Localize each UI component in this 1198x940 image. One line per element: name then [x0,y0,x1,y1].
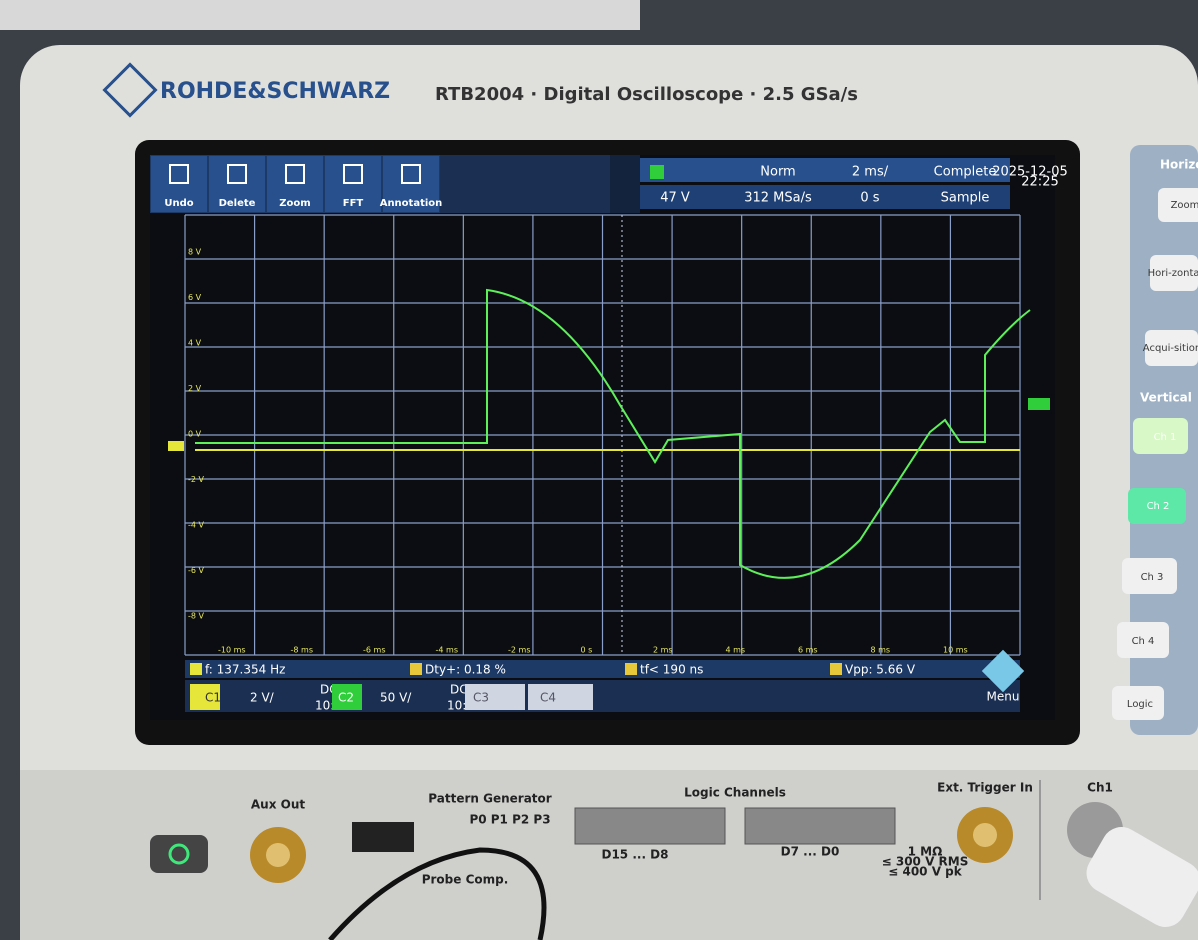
trigger-level: 47 V [660,191,690,206]
trigger-marker [1028,398,1050,410]
ch1-label[interactable]: Ch 1 [1154,432,1177,443]
c1: C1 [205,691,221,705]
pattern-generator: Pattern Generator [428,792,551,806]
position: 0 s [860,191,879,206]
time: 22:25 [1021,175,1058,190]
scene: ROHDE&SCHWARZ RTB2004 · Digital Oscillos… [0,0,1198,940]
ch3-label[interactable]: Ch 3 [1141,572,1164,583]
measurement: Vpp: 5.66 V [845,663,916,677]
measurement: Dty+: 0.18 % [425,663,506,677]
c2-scale: 50 V/ [380,691,412,705]
aux-connector-core [266,843,290,867]
measurement: f: 137.354 Hz [205,663,285,677]
x-label: 6 ms [798,646,818,655]
c2: C2 [338,691,354,705]
channel-bar [185,680,1020,712]
toolbar-spacer [440,155,610,213]
y-label: 2 V [188,384,202,393]
brand: ROHDE&SCHWARZ [160,79,390,104]
c4: C4 [540,691,556,705]
logic-label[interactable]: Logic [1127,699,1153,710]
y-label: 4 V [188,339,202,348]
ch4-label[interactable]: Ch 4 [1132,636,1155,647]
status-gear [610,155,640,213]
x-label: 4 ms [726,646,746,655]
pk-limit: ≤ 400 V pk [888,865,963,879]
ext-trigger: Ext. Trigger In [937,781,1033,795]
measure-marker [625,663,637,675]
horizontal-label[interactable]: Hori-zontal [1148,268,1198,279]
vertical-title: Vertical [1140,391,1192,405]
acq-state: Complete [934,165,997,180]
logic-connector-high [575,808,725,844]
c3: C3 [473,691,489,705]
y-label: -2 V [188,475,205,484]
y-label: 6 V [188,293,202,302]
usb-port [352,822,414,852]
c1-scale: 2 V/ [250,691,275,705]
measure-marker [190,663,202,675]
logic-connector-low [745,808,895,844]
x-label: 10 ms [943,646,968,655]
d15-d8: D15 ... D8 [601,848,668,862]
acq-mode: Sample [941,191,990,206]
logic-channels: Logic Channels [684,786,786,800]
ch1-input: Ch1 [1087,781,1113,795]
toolbar-label[interactable]: Zoom [279,198,310,209]
y-label: 8 V [188,248,202,257]
aux-out: Aux Out [251,798,305,812]
acquisition-label[interactable]: Acqui-sition [1143,343,1198,354]
ch1-marker [168,441,184,451]
d7-d0: D7 ... D0 [781,845,840,859]
x-label: -10 ms [218,646,246,655]
measure-marker [830,663,842,675]
y-label: -8 V [188,612,205,621]
x-label: -6 ms [363,646,385,655]
timebase: 2 ms/ [852,165,889,180]
ch2-label[interactable]: Ch 2 [1147,501,1170,512]
x-label: 8 ms [871,646,891,655]
c4-tab [528,684,593,710]
x-label: 2 ms [653,646,673,655]
probe-comp: Probe Comp. [422,873,509,887]
x-label: -2 ms [508,646,530,655]
toolbar-buttons: Undo Delete Zoom FFT Annotation [151,156,442,212]
power-button[interactable] [150,835,208,873]
toolbar-label[interactable]: Delete [219,198,256,209]
x-label: 0 s [581,646,593,655]
measurement: tf< 190 ns [640,663,703,677]
pattern-pins: P0 P1 P2 P3 [469,813,550,827]
background-wall [0,0,640,30]
zoom-label[interactable]: Zoom [1171,200,1198,211]
toolbar-label[interactable]: FFT [343,198,364,209]
toolbar-label[interactable]: Annotation [380,198,443,209]
measure-marker [410,663,422,675]
trigger-source [650,165,664,179]
y-label: -4 V [188,521,205,530]
model: RTB2004 · Digital Oscilloscope · 2.5 GSa… [435,84,858,105]
ext-trigger-core [973,823,997,847]
toolbar-label[interactable]: Undo [164,198,193,209]
y-label: 0 V [188,430,202,439]
c2-coupling: DC [450,683,468,697]
trigger-mode: Norm [760,165,795,180]
x-label: -4 ms [436,646,458,655]
x-label: -8 ms [291,646,313,655]
sample-rate: 312 MSa/s [744,191,812,206]
horizontal-title: Horizon [1160,158,1198,172]
menu[interactable]: Menu [987,690,1020,704]
y-label: -6 V [188,566,205,575]
